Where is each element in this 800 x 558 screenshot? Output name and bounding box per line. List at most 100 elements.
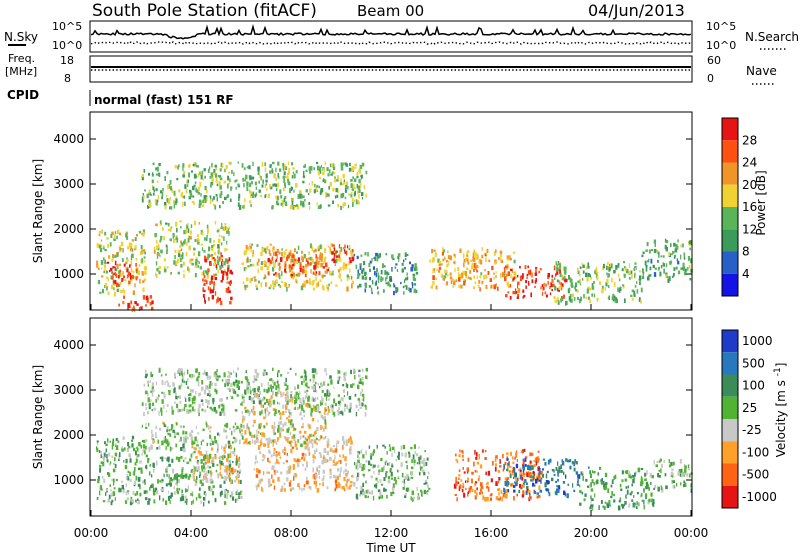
data-cell: [442, 277, 445, 281]
data-cell: [303, 456, 306, 462]
data-cell: [604, 472, 608, 478]
data-cell: [365, 276, 368, 280]
data-cell: [169, 477, 173, 480]
data-cell: [264, 402, 266, 405]
data-cell: [244, 391, 247, 394]
data-cell: [189, 192, 193, 198]
data-cell: [368, 285, 371, 288]
data-cell: [145, 464, 148, 470]
data-cell: [155, 399, 157, 403]
data-cell: [634, 267, 637, 270]
data-cell: [343, 247, 345, 250]
data-cell: [266, 398, 268, 403]
data-cell: [459, 449, 461, 453]
data-cell: [220, 410, 223, 415]
data-cell: [438, 270, 441, 273]
data-cell: [109, 267, 113, 271]
data-cell: [314, 480, 318, 485]
data-cell: [335, 448, 338, 452]
data-cell: [355, 411, 358, 417]
data-cell: [284, 397, 287, 403]
data-cell: [516, 481, 518, 487]
data-cell: [218, 174, 222, 178]
data-cell: [201, 271, 204, 276]
data-cell: [105, 270, 109, 274]
data-cell: [181, 496, 185, 501]
data-cell: [168, 474, 170, 479]
data-cell: [603, 485, 606, 491]
colorbar-tick-label: 500: [742, 356, 765, 370]
data-cell: [223, 428, 226, 433]
data-cell: [664, 473, 667, 477]
colorbar-cell: [722, 273, 738, 296]
data-cell: [157, 253, 160, 256]
data-cell: [628, 263, 631, 268]
data-cell: [309, 433, 312, 438]
data-cell: [339, 267, 342, 271]
data-cell: [549, 286, 551, 289]
data-cell: [263, 371, 266, 375]
data-cell: [297, 483, 300, 488]
data-cell: [289, 442, 291, 447]
data-cell: [303, 409, 305, 413]
data-cell: [512, 471, 514, 476]
data-cell: [494, 261, 497, 265]
data-cell: [191, 469, 194, 472]
data-cell: [395, 459, 398, 462]
data-cell: [267, 271, 270, 276]
data-cell: [204, 409, 207, 413]
data-cell: [199, 171, 201, 176]
data-cell: [236, 472, 239, 478]
data-cell: [469, 270, 472, 274]
data-cell: [224, 383, 226, 388]
data-cell: [239, 471, 241, 474]
data-cell: [542, 458, 546, 461]
data-cell: [202, 428, 205, 431]
data-cell: [357, 185, 361, 190]
data-cell: [340, 397, 343, 401]
data-cell: [187, 476, 190, 480]
data-cell: [467, 492, 469, 497]
data-cell: [203, 502, 205, 507]
data-cell: [339, 454, 341, 458]
data-cell: [300, 200, 303, 206]
data-cell: [524, 456, 528, 459]
data-cell: [223, 372, 226, 378]
data-cell: [414, 263, 417, 268]
data-cell: [354, 462, 356, 466]
data-cell: [672, 485, 675, 489]
data-cell: [275, 258, 277, 262]
data-cell: [98, 450, 101, 454]
data-cell: [314, 183, 316, 188]
data-cell: [603, 483, 606, 488]
data-cell: [634, 262, 637, 265]
data-cell: [640, 481, 643, 486]
data-cell: [352, 481, 356, 487]
data-cell: [306, 463, 309, 468]
data-cell: [150, 390, 153, 393]
data-cell: [223, 180, 226, 184]
data-cell: [286, 417, 289, 420]
data-cell: [166, 380, 169, 383]
time-axis-label: Time UT: [365, 541, 416, 554]
data-cell: [218, 375, 221, 378]
data-cell: [165, 483, 168, 487]
colorbar-cell: [722, 419, 738, 442]
data-cell: [184, 435, 188, 439]
data-cell: [297, 245, 300, 251]
data-cell: [229, 453, 232, 458]
data-cell: [303, 280, 306, 286]
data-cell: [551, 469, 554, 472]
nsearch-label: N.Search: [745, 30, 799, 44]
data-cell: [349, 448, 351, 452]
data-cell: [151, 306, 154, 311]
data-cell: [557, 485, 561, 490]
data-cell: [338, 482, 340, 485]
freq-frame: [89, 55, 693, 83]
data-cell: [319, 166, 322, 171]
data-cell: [515, 274, 517, 279]
data-cell: [175, 197, 178, 200]
data-cell: [475, 262, 477, 267]
data-cell: [308, 193, 310, 196]
data-cell: [557, 472, 559, 477]
